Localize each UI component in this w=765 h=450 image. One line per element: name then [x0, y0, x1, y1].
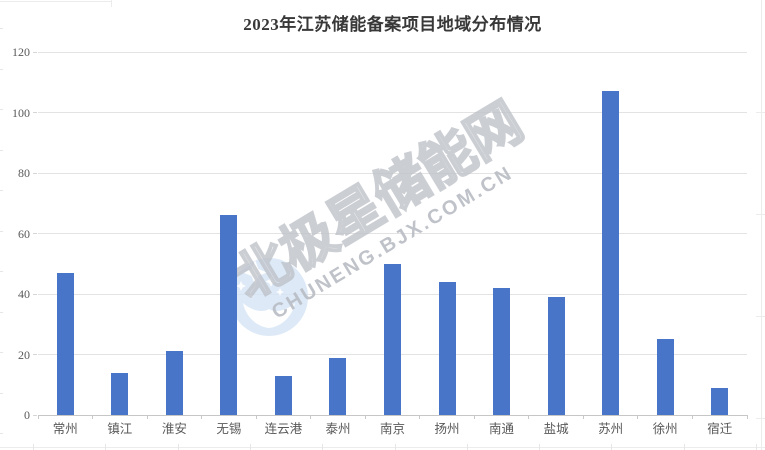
x-axis-tick [92, 415, 94, 419]
plot-area [33, 51, 748, 419]
sheet-column-tick [322, 444, 323, 450]
x-axis-tick [637, 415, 639, 419]
bar-无锡 [220, 215, 238, 415]
x-axis-tick [310, 415, 312, 419]
sheet-left-tick [0, 352, 3, 353]
sheet-column-tick [467, 444, 468, 450]
x-axis-label-盐城: 盐城 [543, 422, 569, 436]
y-axis-tick [33, 112, 37, 113]
bar-徐州 [656, 339, 674, 415]
bar-扬州 [438, 281, 456, 415]
x-axis-label-扬州: 扬州 [434, 422, 460, 436]
bar-苏州 [602, 91, 620, 415]
sheet-row-tick [756, 418, 765, 419]
x-axis-tick [473, 415, 475, 419]
x-axis-label-宿迁: 宿迁 [707, 422, 733, 436]
x-axis-tick [691, 415, 693, 419]
y-axis-tick [33, 354, 37, 355]
y-axis-label-60: 60 [18, 226, 30, 241]
bar-宿迁 [711, 387, 729, 415]
sheet-row-tick [756, 214, 765, 215]
sheet-column-tick [611, 444, 612, 450]
gridline-100 [38, 112, 747, 113]
sheet-left-tick [0, 150, 3, 151]
bar-南京 [384, 263, 401, 415]
sheet-column-tick [105, 444, 106, 450]
sheet-gridline [761, 0, 762, 450]
sheet-gridline [0, 1, 111, 2]
x-axis-label-苏州: 苏州 [598, 422, 624, 436]
bar-连云港 [274, 375, 292, 415]
y-axis-tick [33, 233, 37, 234]
y-axis-label-0: 0 [24, 408, 30, 422]
y-axis-label-100: 100 [12, 105, 30, 120]
x-axis-tick [419, 415, 421, 419]
sheet-column-tick [33, 444, 34, 450]
sheet-left-tick [0, 190, 3, 191]
x-axis-label-镇江: 镇江 [107, 422, 133, 436]
bar-常州 [56, 272, 74, 415]
x-axis-label-南通: 南通 [489, 422, 515, 436]
x-axis-label-淮安: 淮安 [161, 422, 187, 436]
x-axis-tick [528, 415, 530, 419]
x-axis-tick [201, 415, 203, 419]
bar-南通 [493, 287, 511, 415]
sheet-gridline [111, 0, 112, 7]
chart-title: 2023年江苏储能备案项目地域分布情况 [243, 15, 542, 34]
x-axis-label-徐州: 徐州 [652, 422, 678, 436]
y-axis-tick [33, 172, 37, 174]
x-axis-line [38, 415, 747, 416]
sheet-gridline [0, 447, 765, 448]
gridline-60 [38, 233, 747, 234]
gridline-80 [38, 172, 747, 174]
sheet-column-tick [684, 444, 685, 450]
y-axis-label-120: 120 [12, 45, 30, 59]
x-axis-label-泰州: 泰州 [325, 422, 351, 436]
y-axis-tick [33, 293, 37, 295]
sheet-row-tick [756, 112, 765, 113]
sheet-left-tick [0, 109, 3, 110]
sheet-left-tick [0, 312, 3, 313]
y-axis-tick [33, 51, 37, 53]
sheet-left-tick [0, 271, 3, 272]
sheet-column-tick [756, 444, 757, 450]
bar-淮安 [165, 351, 183, 415]
x-axis-tick [746, 415, 748, 419]
sheet-left-tick [0, 231, 3, 232]
bar-镇江 [111, 372, 129, 415]
x-axis-tick [582, 415, 584, 419]
y-axis-tick [33, 414, 37, 416]
sheet-left-tick [0, 433, 3, 434]
x-axis-label-连云港: 连云港 [264, 422, 303, 436]
x-axis-tick [364, 415, 366, 419]
bar-盐城 [547, 297, 565, 415]
sheet-column-tick [178, 444, 179, 450]
sheet-left-tick [0, 69, 3, 70]
x-axis-tick [255, 415, 257, 419]
y-axis-label-40: 40 [18, 287, 30, 301]
sheet-row-tick [756, 316, 765, 317]
sheet-column-tick [395, 444, 396, 450]
sheet-column-tick [539, 444, 540, 450]
x-axis-label-常州: 常州 [52, 422, 78, 436]
x-axis-tick [37, 415, 39, 419]
x-axis-tick [146, 415, 148, 419]
bar-泰州 [329, 357, 347, 415]
sheet-left-tick [0, 28, 3, 29]
y-axis-label-80: 80 [18, 166, 30, 180]
sheet-left-tick [0, 393, 3, 394]
gridline-120 [38, 51, 747, 53]
x-axis-label-南京: 南京 [379, 422, 405, 436]
y-axis-label-20: 20 [18, 347, 30, 362]
x-axis-label-无锡: 无锡 [216, 422, 242, 436]
sheet-column-tick [250, 444, 251, 450]
